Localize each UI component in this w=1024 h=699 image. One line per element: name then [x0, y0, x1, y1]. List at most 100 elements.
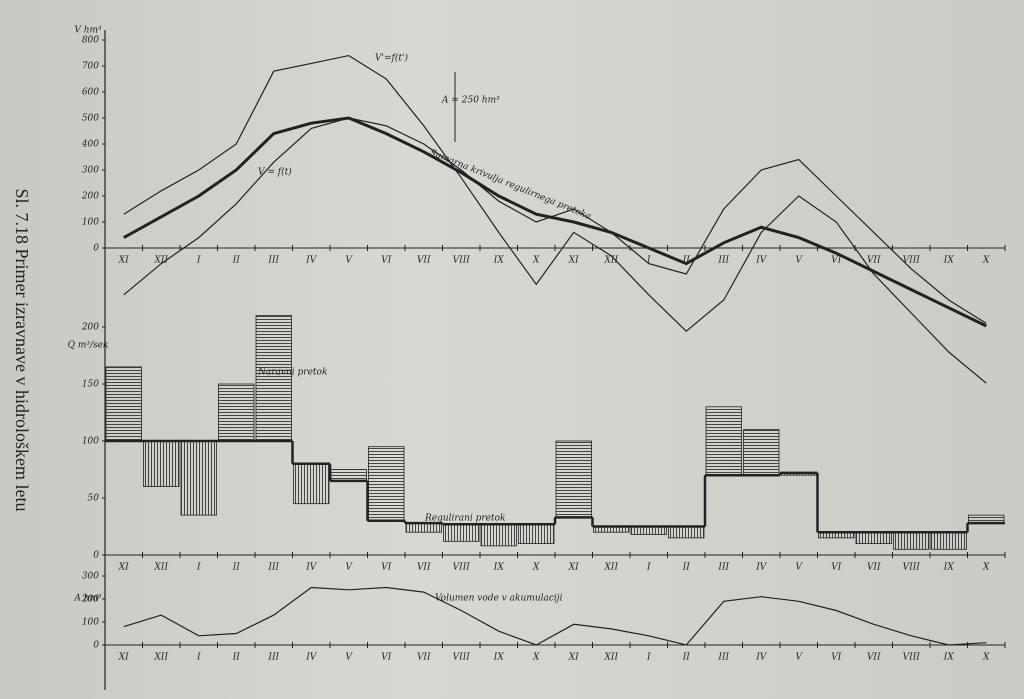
- x-tick-label: X: [982, 256, 990, 266]
- x-tick-label: VIII: [903, 653, 921, 663]
- x-tick-label: VI: [831, 256, 841, 266]
- x-tick-label: IV: [755, 563, 768, 573]
- x-tick-label: V: [796, 256, 804, 266]
- x-tick-label: V: [796, 563, 804, 573]
- y-tick-label: 200: [81, 595, 99, 605]
- x-tick-label: XI: [118, 256, 129, 266]
- x-tick-label: IX: [493, 563, 505, 573]
- x-tick-label: XI: [568, 563, 579, 573]
- x-tick-label: XI: [118, 653, 129, 663]
- y-tick-label: 50: [88, 494, 100, 504]
- natural-flow-bar: [405, 522, 442, 533]
- series-label: Volumen vode v akumulaciji: [435, 594, 563, 604]
- x-tick-label: X: [532, 256, 540, 266]
- x-tick-label: VII: [417, 653, 431, 663]
- x-tick-label: II: [682, 256, 691, 266]
- x-tick-label: VI: [381, 256, 391, 266]
- x-tick-label: V: [796, 653, 804, 663]
- series-label: Sumarna krivulja regulirnega pretoka: [428, 148, 592, 222]
- natural-flow-bar: [293, 463, 330, 505]
- x-tick-label: X: [982, 563, 990, 573]
- x-tick-label: VI: [831, 563, 841, 573]
- x-tick-label: VIII: [453, 256, 471, 266]
- natural-flow-bar: [255, 315, 292, 442]
- x-tick-label: IX: [493, 256, 505, 266]
- natural-flow-bar: [480, 523, 517, 547]
- y-axis-label: Q m³/sek: [68, 341, 109, 351]
- x-tick-label: III: [717, 653, 729, 663]
- y-axis-label: V hm³: [74, 26, 102, 36]
- x-tick-label: I: [196, 256, 201, 266]
- x-tick-label: VIII: [453, 653, 471, 663]
- x-tick-label: I: [646, 653, 651, 663]
- y-tick-label: 0: [93, 244, 99, 254]
- x-tick-label: I: [646, 563, 651, 573]
- x-tick-label: III: [717, 256, 729, 266]
- x-tick-label: IX: [943, 563, 955, 573]
- x-tick-label: VI: [381, 653, 391, 663]
- x-tick-label: VII: [417, 256, 431, 266]
- series-label: V'=f(t'): [375, 53, 408, 64]
- y-tick-label: 700: [82, 62, 99, 72]
- x-tick-label: IV: [305, 563, 318, 573]
- x-tick-label: IV: [755, 653, 768, 663]
- x-tick-label: III: [267, 653, 279, 663]
- natural-flow-bar: [705, 406, 742, 476]
- x-tick-label: II: [232, 653, 241, 663]
- annotation: A = 250 hm³: [441, 96, 500, 106]
- x-tick-label: II: [232, 563, 241, 573]
- y-tick-label: 300: [82, 572, 99, 582]
- x-tick-label: XI: [568, 256, 579, 266]
- x-tick-label: IV: [755, 256, 768, 266]
- x-tick-label: XI: [118, 563, 129, 573]
- natural-flow-bar: [893, 531, 930, 550]
- y-axis-label: A hm³: [73, 594, 102, 604]
- line: [123, 117, 987, 324]
- x-tick-label: XII: [153, 653, 168, 663]
- x-tick-label: IX: [943, 653, 955, 663]
- x-tick-label: III: [267, 563, 279, 573]
- x-tick-label: II: [682, 563, 691, 573]
- y-tick-label: 0: [93, 641, 99, 651]
- y-tick-label: 0: [93, 551, 99, 561]
- x-tick-label: V: [346, 563, 354, 573]
- natural-flow-bar: [855, 531, 892, 545]
- x-tick-label: X: [532, 563, 540, 573]
- x-tick-label: VIII: [903, 256, 921, 266]
- natural-flow-bar: [143, 440, 180, 487]
- natural-flow-bar: [180, 440, 217, 516]
- natural-flow-bar: [443, 523, 480, 542]
- x-tick-label: III: [267, 256, 279, 266]
- x-tick-label: I: [196, 653, 201, 663]
- y-tick-label: 400: [81, 140, 99, 150]
- y-tick-label: 300: [82, 166, 99, 176]
- y-tick-label: 600: [82, 88, 99, 98]
- y-tick-label: 100: [82, 618, 99, 628]
- line: [123, 586, 987, 646]
- x-tick-label: IV: [305, 256, 318, 266]
- natural-flow-bar: [743, 429, 780, 476]
- natural-flow-bar: [368, 446, 405, 522]
- x-tick-label: X: [532, 653, 540, 663]
- x-tick-label: VII: [867, 653, 881, 663]
- x-tick-label: XII: [153, 256, 168, 266]
- x-tick-label: V: [346, 256, 354, 266]
- x-tick-label: X: [982, 653, 990, 663]
- series-label: V = f(t): [258, 167, 292, 178]
- x-tick-label: XII: [153, 563, 168, 573]
- x-tick-label: III: [717, 563, 729, 573]
- x-tick-label: XI: [568, 653, 579, 663]
- x-tick-label: XII: [603, 653, 618, 663]
- y-tick-label: 200: [81, 192, 99, 202]
- x-tick-label: VI: [381, 563, 391, 573]
- natural-flow-bar: [555, 440, 592, 518]
- x-tick-label: II: [232, 256, 241, 266]
- natural-flow-bar: [330, 469, 367, 482]
- line: [123, 54, 987, 384]
- y-tick-label: 800: [82, 36, 99, 46]
- x-tick-label: II: [682, 653, 691, 663]
- x-tick-label: VIII: [453, 563, 471, 573]
- x-tick-label: VIII: [903, 563, 921, 573]
- x-tick-label: VII: [867, 256, 881, 266]
